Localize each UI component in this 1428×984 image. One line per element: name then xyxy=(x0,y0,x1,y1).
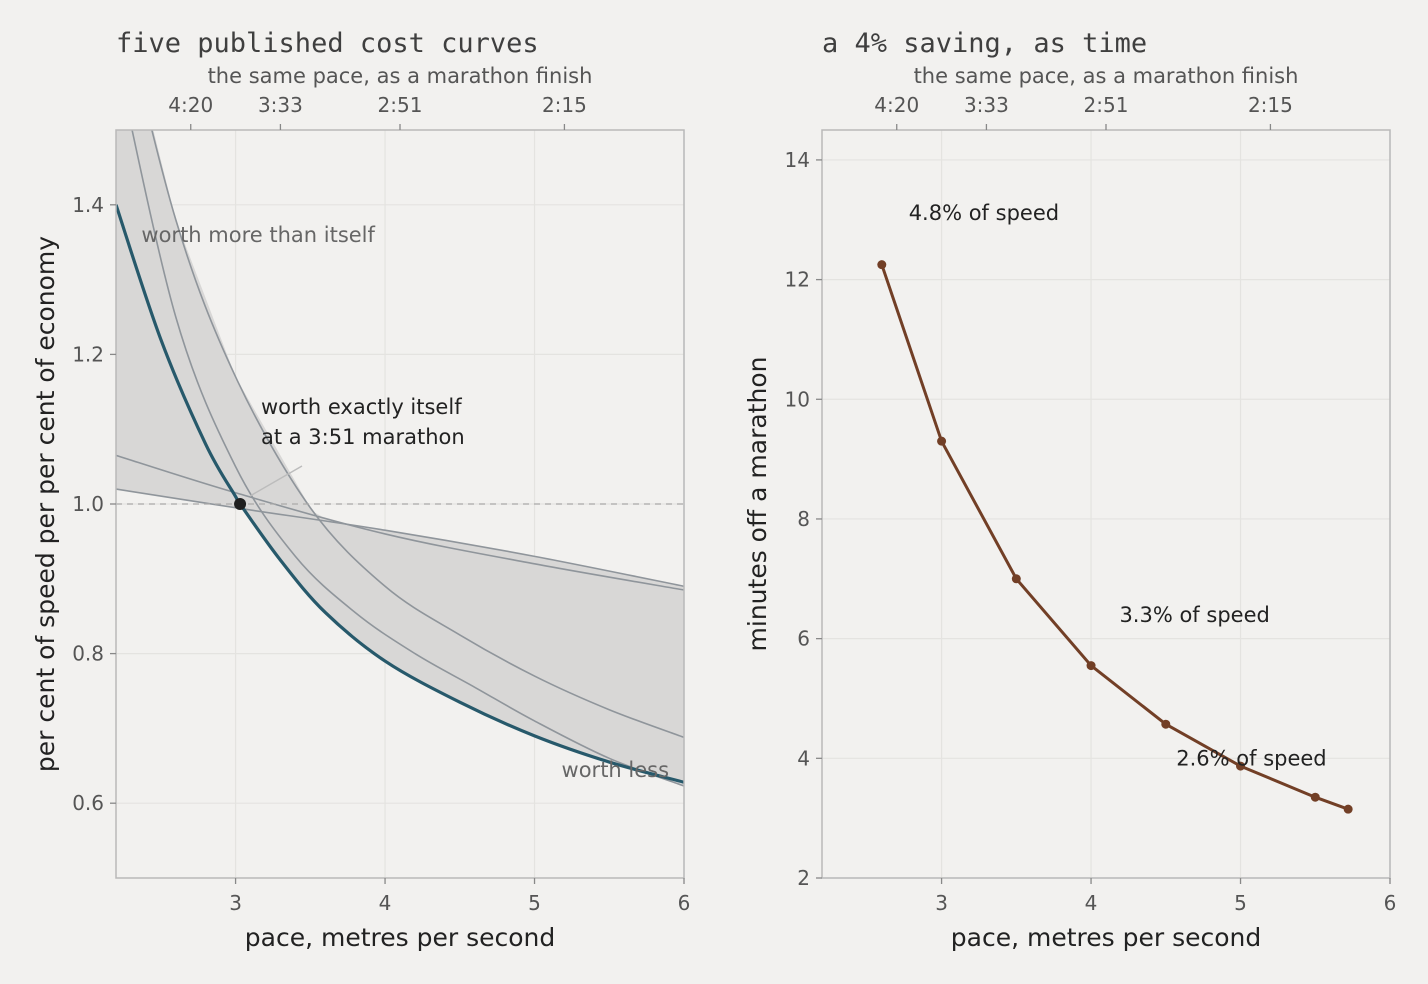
y-tick-label: 0.6 xyxy=(72,791,104,815)
annotation-2: 2.6% of speed xyxy=(1176,747,1326,771)
highlight-curve xyxy=(116,204,684,784)
cost-curve-2 xyxy=(151,130,684,739)
annotation-2: at a 3:51 marathon xyxy=(261,425,465,449)
secondary-tick-label: 4:20 xyxy=(874,93,919,117)
left-series-lines xyxy=(116,130,684,787)
right-series-points xyxy=(877,260,1353,814)
left-envelope-band xyxy=(116,130,684,786)
annotation-3: worth less xyxy=(562,758,670,782)
right-chart-title: a 4% saving, as time xyxy=(822,28,1147,59)
secondary-tick-label: 2:15 xyxy=(542,93,587,117)
x-tick-label: 6 xyxy=(1384,891,1397,915)
data-point xyxy=(937,436,947,446)
left-annotation-leader xyxy=(249,465,303,497)
annotation-1: 3.3% of speed xyxy=(1119,603,1269,627)
right-panel: a 4% saving, as time the same pace, as a… xyxy=(743,28,1396,952)
left-y-axis-label: per cent of speed per per cent of econom… xyxy=(31,236,60,772)
left-x-ticks: 3 4 5 6 xyxy=(229,878,690,915)
annotation-1: worth exactly itself xyxy=(261,395,462,419)
data-point xyxy=(877,260,887,270)
cost-curve-4 xyxy=(116,488,684,588)
annotation-0: worth more than itself xyxy=(141,223,375,247)
left-highlight-point xyxy=(234,498,247,510)
secondary-tick-label: 3:33 xyxy=(964,93,1009,117)
secondary-tick-label: 2:51 xyxy=(1084,93,1129,117)
left-chart-title: five published cost curves xyxy=(116,28,539,59)
y-tick-label: 1.4 xyxy=(72,193,104,217)
data-point xyxy=(1011,574,1021,584)
secondary-tick-label: 4:20 xyxy=(168,93,213,117)
right-secondary-axis-label: the same pace, as a marathon finish xyxy=(914,64,1299,88)
right-x-axis-label: pace, metres per second xyxy=(951,923,1261,952)
y-tick-label: 1.0 xyxy=(72,492,104,516)
x-tick-label: 3 xyxy=(935,891,948,915)
x-tick-label: 4 xyxy=(1085,891,1098,915)
cost-curve-3 xyxy=(116,454,684,591)
right-secondary-ticks: 4:20 3:33 2:51 2:15 xyxy=(874,93,1293,130)
y-tick-label: 4 xyxy=(797,746,810,770)
right-annotations: 4.8% of speed 3.3% of speed 2.6% of speed xyxy=(909,201,1327,771)
left-secondary-axis-label: the same pace, as a marathon finish xyxy=(208,64,593,88)
right-x-ticks: 3 4 5 6 xyxy=(935,878,1396,915)
crossover-point xyxy=(234,498,247,510)
left-annotations: worth more than itself worth exactly itse… xyxy=(141,223,669,782)
secondary-tick-label: 2:15 xyxy=(1248,93,1293,117)
right-y-axis-label: minutes off a marathon xyxy=(743,357,772,652)
cost-curve-1 xyxy=(131,130,684,787)
x-tick-label: 5 xyxy=(528,891,541,915)
right-series-line xyxy=(880,264,1349,811)
right-y-ticks: 2 4 6 8 10 12 14 xyxy=(785,148,822,890)
minutes-saved-line xyxy=(880,264,1349,811)
left-x-axis-label: pace, metres per second xyxy=(245,923,555,952)
y-tick-label: 10 xyxy=(785,387,810,411)
left-panel: five published cost curves the same pace… xyxy=(31,28,690,952)
y-tick-label: 8 xyxy=(797,507,810,531)
y-tick-label: 0.8 xyxy=(72,642,104,666)
data-point xyxy=(1086,661,1096,671)
secondary-tick-label: 3:33 xyxy=(258,93,303,117)
envelope-band xyxy=(116,130,684,786)
y-tick-label: 6 xyxy=(797,627,810,651)
y-tick-label: 14 xyxy=(785,148,810,172)
data-point xyxy=(1236,761,1246,771)
data-point xyxy=(1161,719,1171,729)
data-point xyxy=(1310,792,1320,802)
left-secondary-ticks: 4:20 3:33 2:51 2:15 xyxy=(168,93,587,130)
x-tick-label: 4 xyxy=(379,891,392,915)
x-tick-label: 6 xyxy=(678,891,691,915)
x-tick-label: 5 xyxy=(1234,891,1247,915)
y-tick-label: 12 xyxy=(785,268,810,292)
x-tick-label: 3 xyxy=(229,891,242,915)
left-y-ticks: 0.6 0.8 1.0 1.2 1.4 xyxy=(72,193,116,815)
annotation-0: 4.8% of speed xyxy=(909,201,1059,225)
y-tick-label: 1.2 xyxy=(72,342,104,366)
y-tick-label: 2 xyxy=(797,866,810,890)
data-point xyxy=(1343,804,1353,814)
secondary-tick-label: 2:51 xyxy=(378,93,423,117)
